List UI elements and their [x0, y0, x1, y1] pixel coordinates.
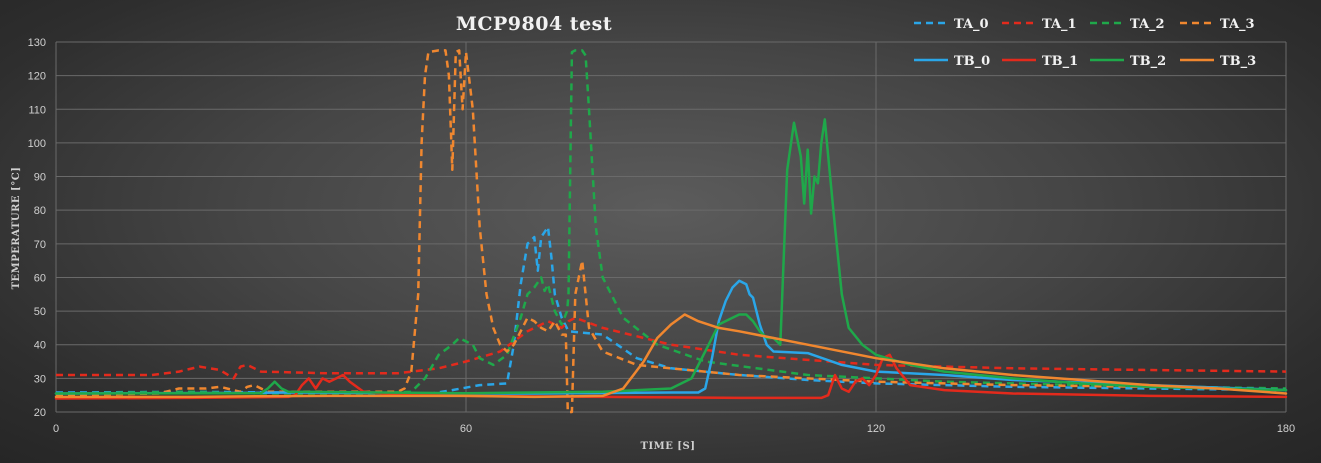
- y-axis-tick-labels: 20 30 40 50 60 70 80 90 100 110 120 130: [28, 37, 46, 419]
- legend-label: TB_1: [1042, 54, 1078, 69]
- x-axis-tick-labels: 0 60 120 180: [53, 423, 1295, 435]
- y-tick-label: 120: [28, 71, 46, 83]
- y-tick-label: 20: [34, 407, 46, 419]
- legend-label: TA_0: [954, 17, 989, 32]
- series-line-ta-2: [55, 49, 1287, 395]
- x-tick-label: 0: [53, 423, 59, 435]
- y-tick-label: 110: [28, 104, 46, 116]
- legend-label: TA_3: [1220, 17, 1255, 32]
- y-tick-label: 40: [34, 340, 46, 352]
- legend-label: TB_2: [1130, 54, 1166, 69]
- chart-title: MCP9804 test: [456, 13, 612, 35]
- series-line-tb-3: [54, 313, 1288, 399]
- y-tick-label: 60: [34, 272, 46, 284]
- y-tick-label: 80: [34, 205, 46, 217]
- x-axis-title: TIME [S]: [641, 441, 696, 452]
- legend-label: TB_0: [954, 54, 990, 69]
- legend: TA_0 TA_1 TA_2 TA_3 TB_0 TB_1 TB_2 TB_3: [914, 17, 1256, 69]
- y-tick-label: 130: [28, 37, 46, 49]
- series-line-tb-0: [54, 279, 1288, 395]
- gridlines: [55, 41, 1287, 413]
- x-tick-label: 120: [867, 423, 885, 435]
- x-tick-label: 180: [1277, 423, 1295, 435]
- series-line-ta-3: [55, 49, 1287, 414]
- legend-label: TA_1: [1042, 17, 1077, 32]
- series-lines: [54, 49, 1288, 414]
- y-tick-label: 90: [34, 172, 46, 184]
- series-line-tb-2: [54, 118, 1288, 395]
- legend-label: TB_3: [1220, 54, 1256, 69]
- y-tick-label: 50: [34, 306, 46, 318]
- y-tick-label: 70: [34, 239, 46, 251]
- y-tick-label: 30: [34, 373, 46, 385]
- y-axis-title: TEMPERATURE [°C]: [11, 167, 22, 290]
- y-tick-label: 100: [28, 138, 46, 150]
- x-tick-label: 60: [460, 423, 472, 435]
- legend-label: TA_2: [1130, 17, 1165, 32]
